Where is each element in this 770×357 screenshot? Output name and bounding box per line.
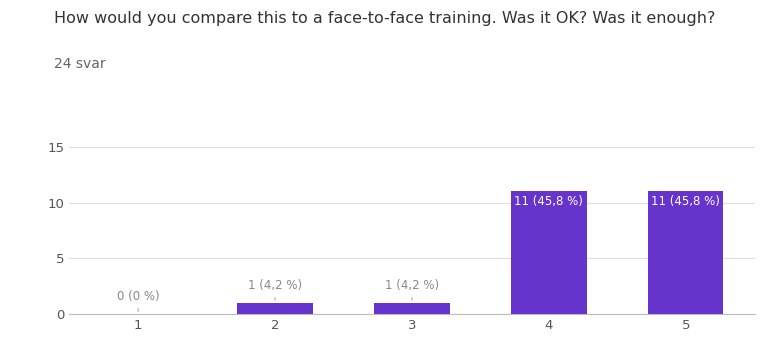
Bar (374, 303, 450, 314)
Text: 11 (45,8 %): 11 (45,8 %) (514, 195, 584, 208)
Text: How would you compare this to a face-to-face training. Was it OK? Was it enough?: How would you compare this to a face-to-… (54, 11, 715, 26)
Text: 11 (45,8 %): 11 (45,8 %) (651, 195, 720, 208)
Bar (237, 303, 313, 314)
Text: 0 (0 %): 0 (0 %) (117, 290, 159, 311)
Text: 24 svar: 24 svar (54, 57, 105, 71)
Bar (511, 191, 587, 314)
Text: 1 (4,2 %): 1 (4,2 %) (385, 279, 439, 300)
Bar (648, 191, 724, 314)
Text: 1 (4,2 %): 1 (4,2 %) (248, 279, 302, 300)
